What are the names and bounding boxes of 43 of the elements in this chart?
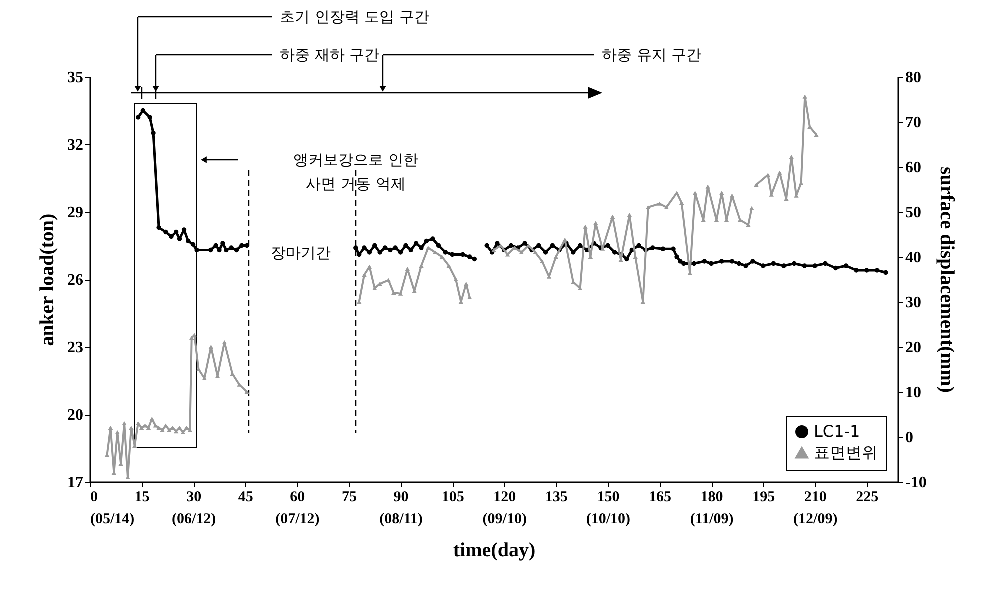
y-tick-label: 26 [68,272,84,289]
x-tick-label: 135 [545,490,568,506]
y2-tick-label: 80 [906,70,922,86]
annotation: 장마기간 [271,244,331,262]
y-tick-label: 17 [68,474,84,492]
y-tick-label: 32 [68,137,84,154]
y2-axis-title: surface displacement(mm) [936,166,958,394]
annotation: 앵커보강으로 인한 사면 거동 억제 [294,151,418,193]
x-tick-label: 150 (10/10) [586,490,631,528]
x-tick-label: 0 (05/14) [90,490,135,528]
x-tick-label: 195 [752,490,776,506]
y2-tick-label: -10 [906,474,927,492]
text: 하중 재하 구간 [280,46,380,64]
y2-tick-label: 70 [906,114,922,132]
legend-label: LC1-1 [814,422,860,441]
y-tick-label: 35 [68,70,84,86]
text: 하중 유지 구간 [602,46,702,64]
x-tick-label: 165 [648,490,672,506]
x-tick-label: 30 (06/12) [172,490,216,528]
x-tick-label: 60 (07/12) [276,490,320,528]
y2-tick-label: 10 [906,384,922,402]
text: 초기 인장력 도입 구간 [280,8,430,26]
x-tick-label: 105 [442,490,464,506]
y-tick-label: 20 [68,407,84,424]
x-tick-label: 15 [134,490,150,506]
x-tick-label: 45 [238,490,254,506]
x-tick-label: 90 (08/11) [380,490,423,528]
y2-tick-label: 30 [906,294,922,312]
x-tick-label: 225 [856,490,879,506]
y2-tick-label: 50 [906,204,922,222]
y2-tick-label: 0 [906,430,914,446]
x-axis-title: time(day) [453,540,536,562]
legend-label: 표면변위 [814,443,878,462]
y-tick-label: 29 [68,204,84,222]
x-tick-label: 75 [342,490,357,506]
y2-tick-label: 20 [906,340,922,356]
y2-tick-label: 40 [906,250,922,266]
y-axis-title: anker load(ton) [36,214,58,346]
y-tick-label: 23 [68,340,84,356]
x-tick-label: 120 (09/10) [482,490,527,528]
x-tick-label: 180 (11/09) [690,490,734,528]
y2-tick-label: 60 [906,160,922,176]
x-tick-label: 210 (12/09) [794,490,838,528]
